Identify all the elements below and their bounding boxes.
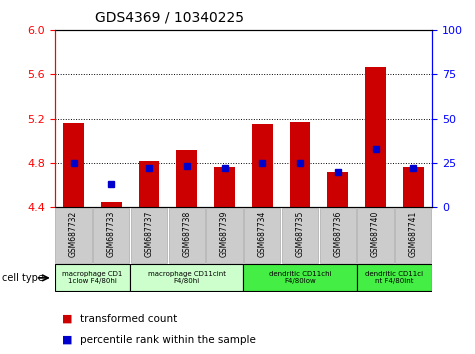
FancyBboxPatch shape [93,208,129,263]
Text: macrophage CD11cint
F4/80hi: macrophage CD11cint F4/80hi [148,272,226,284]
Text: GSM687734: GSM687734 [258,211,267,257]
FancyBboxPatch shape [207,208,243,263]
Text: transformed count: transformed count [80,314,177,324]
Bar [403,167,424,207]
Bar [214,167,235,207]
FancyBboxPatch shape [131,208,167,263]
Text: GSM687735: GSM687735 [295,211,304,257]
Text: GSM687733: GSM687733 [107,211,116,257]
Text: GSM687738: GSM687738 [182,211,191,257]
Text: GSM687732: GSM687732 [69,211,78,257]
Bar [365,67,386,207]
Text: dendritic CD11chi
F4/80low: dendritic CD11chi F4/80low [269,272,332,284]
Text: dendritic CD11ci
nt F4/80int: dendritic CD11ci nt F4/80int [365,272,424,284]
FancyBboxPatch shape [243,264,357,291]
FancyBboxPatch shape [358,208,394,263]
Bar [252,124,273,207]
Bar [290,122,311,207]
Text: percentile rank within the sample: percentile rank within the sample [80,335,256,345]
Text: GSM687737: GSM687737 [144,211,153,257]
Bar [176,150,197,207]
Text: cell type: cell type [2,273,44,283]
Bar [139,161,160,207]
Bar [327,172,348,207]
FancyBboxPatch shape [130,264,243,291]
FancyBboxPatch shape [55,264,130,291]
Bar [63,123,84,207]
FancyBboxPatch shape [169,208,205,263]
FancyBboxPatch shape [282,208,318,263]
FancyBboxPatch shape [56,208,92,263]
Text: ■: ■ [62,335,72,345]
FancyBboxPatch shape [244,208,280,263]
Text: GSM687740: GSM687740 [371,211,380,257]
Text: ■: ■ [62,314,72,324]
Text: GSM687736: GSM687736 [333,211,342,257]
Text: GSM687739: GSM687739 [220,211,229,257]
FancyBboxPatch shape [395,208,431,263]
Text: GDS4369 / 10340225: GDS4369 / 10340225 [95,11,244,25]
Bar [101,201,122,207]
Text: GSM687741: GSM687741 [409,211,418,257]
Text: macrophage CD1
1clow F4/80hi: macrophage CD1 1clow F4/80hi [62,272,123,284]
FancyBboxPatch shape [320,208,356,263]
FancyBboxPatch shape [357,264,432,291]
